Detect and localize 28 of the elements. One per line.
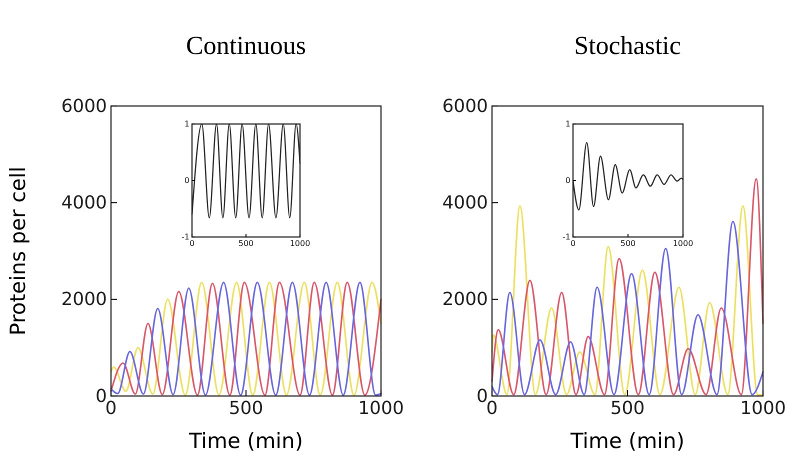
x-tick-label: 1000: [740, 398, 786, 419]
y-tick-label: 6000: [61, 96, 107, 117]
x-axis-title: Time (min): [569, 429, 685, 453]
y-tick-label: 0: [184, 176, 190, 186]
y-tick-label: -1: [182, 232, 190, 242]
y-tick-label: 2000: [442, 289, 488, 310]
x-tick-label: 1000: [672, 239, 694, 248]
x-tick-label: 1000: [358, 398, 404, 419]
x-tick-label: 1000: [290, 239, 310, 248]
line-series: [572, 142, 684, 211]
y-tick-label: 1: [565, 120, 570, 129]
y-tick-label: 0: [565, 176, 570, 186]
x-tick-label: 500: [228, 398, 264, 419]
x-tick-label: 500: [238, 239, 254, 248]
x-tick-label: 500: [620, 239, 636, 248]
y-tick-label: 6000: [442, 96, 488, 117]
chart-title: Stochastic: [574, 31, 681, 60]
chart-title: Continuous: [186, 31, 306, 60]
y-tick-label: 2000: [61, 289, 107, 310]
line-series: [191, 123, 301, 218]
x-axis-title: Time (min): [188, 429, 304, 453]
y-tick-label: 4000: [61, 192, 107, 214]
y-axis-title: Proteins per cell: [6, 166, 30, 336]
line-series: [110, 282, 382, 396]
y-tick-label: -1: [562, 232, 570, 242]
y-tick-label: 1: [184, 120, 190, 129]
x-tick-label: 500: [610, 398, 645, 419]
y-tick-label: 4000: [442, 192, 488, 214]
